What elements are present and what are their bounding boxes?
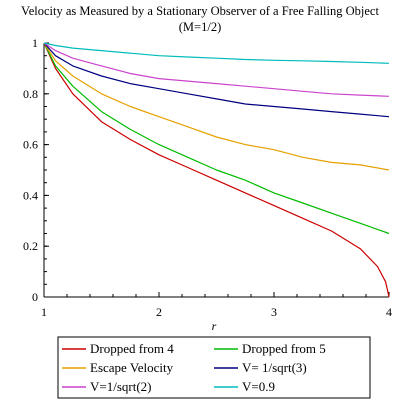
y-tick-label: 1 (32, 36, 38, 50)
plot-area (43, 42, 390, 298)
legend: Dropped from 4 Dropped from 5 Escape Veloc… (57, 336, 371, 399)
y-tick-label: 0 (32, 290, 38, 304)
y-tick-label: 0.2 (23, 239, 38, 253)
x-tick-label: 3 (271, 305, 277, 319)
chart-title: Velocity as Measured by a Stationary Obs… (21, 4, 379, 18)
series-line-1 (43, 42, 390, 298)
legend-label: V= 1/sqrt(3) (242, 360, 307, 375)
legend-label: V=0.9 (242, 379, 275, 394)
series-line-2 (43, 42, 390, 235)
series-line-4 (43, 42, 390, 118)
y-tick-label: 0.6 (23, 138, 38, 152)
chart-subtitle: (M=1/2) (179, 20, 221, 34)
y-tick-label: 0.4 (23, 188, 38, 202)
x-axis-label: r (212, 319, 217, 333)
x-tick-label: 4 (386, 305, 392, 319)
legend-label: Dropped from 5 (242, 341, 326, 356)
axes: 0 0.2 0.4 0.6 0.8 1 1 2 3 4 (23, 36, 392, 319)
series-line-3 (43, 42, 390, 171)
series-line-5 (43, 42, 390, 97)
x-tick-label: 2 (156, 305, 162, 319)
legend-label: Dropped from 4 (90, 341, 174, 356)
series-line-6 (43, 42, 390, 64)
legend-label: V=1/sqrt(2) (90, 379, 152, 394)
y-tick-label: 0.8 (23, 87, 38, 101)
legend-label: Escape Velocity (90, 360, 174, 375)
x-tick-label: 1 (41, 305, 47, 319)
